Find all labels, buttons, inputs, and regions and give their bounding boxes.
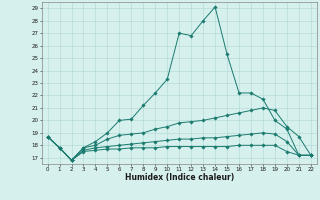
X-axis label: Humidex (Indice chaleur): Humidex (Indice chaleur) [124, 173, 234, 182]
